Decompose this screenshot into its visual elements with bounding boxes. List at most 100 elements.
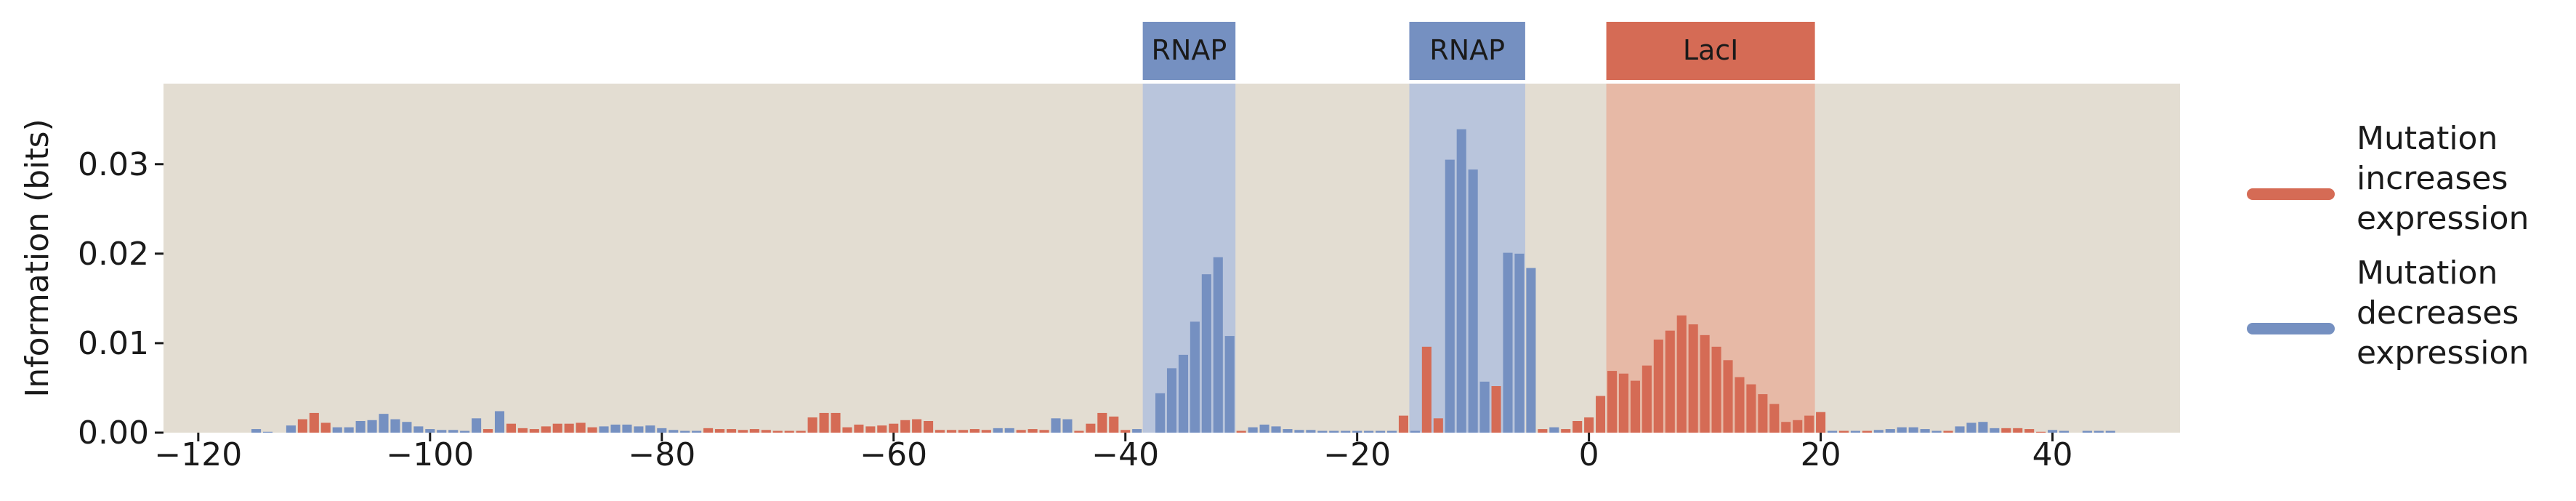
bar-decrease--35: [1178, 354, 1188, 433]
bar-increase--54: [958, 430, 968, 433]
bar-increase--92: [517, 428, 528, 433]
axes: −120 −100 −80 −60 −40 −20 0 20 40 0.00 0.01 0.02 0.0…: [78, 146, 2073, 473]
bar-decrease--27: [1271, 426, 1281, 433]
bar-decrease--46: [1051, 418, 1061, 433]
bar-decrease-30: [1931, 430, 1942, 433]
bar-increase--61: [877, 425, 887, 433]
region-label-rnap-0: RNAP: [1152, 34, 1227, 66]
bar-decrease--45: [1062, 419, 1073, 433]
bar-decrease--9: [1479, 381, 1490, 433]
bar-decrease--10: [1468, 169, 1478, 433]
x-tick-label--80: −80: [628, 436, 695, 473]
bar-increase--75: [714, 429, 725, 433]
bar-decrease--18: [1376, 430, 1386, 433]
bar-decrease--17: [1386, 430, 1397, 433]
bar-increase-0: [1584, 417, 1594, 433]
bar-decrease--79: [669, 430, 679, 433]
bar-increase-11: [1711, 346, 1721, 433]
bar-decrease-43: [2082, 430, 2092, 433]
bar-increase--63: [854, 424, 864, 433]
bar-increase-13: [1735, 377, 1745, 433]
bar-increase-3: [1618, 373, 1629, 433]
bar-increase--40: [1121, 430, 1131, 433]
region-header-rnap-0: [1142, 22, 1236, 80]
bar-decrease--98: [448, 430, 459, 433]
bar-decrease-26: [1885, 429, 1895, 433]
bar-increase-16: [1769, 404, 1780, 433]
bar-decrease--39: [1132, 429, 1142, 433]
bar-decrease--50: [1004, 428, 1014, 433]
bar-decrease-23: [1850, 430, 1860, 433]
bar-decrease--114: [262, 431, 273, 433]
x-tick-label-0: 0: [1579, 436, 1599, 473]
bar-decrease--37: [1155, 393, 1166, 433]
bar-decrease--20: [1352, 430, 1362, 433]
bar-increase-37: [2013, 428, 2023, 433]
bar-decrease-33: [1966, 422, 1977, 433]
bar-increase--90: [541, 426, 551, 433]
bar-decrease--106: [355, 421, 366, 433]
bar-increase-4: [1630, 380, 1640, 433]
bar-decrease--82: [634, 426, 644, 433]
bar-increase-36: [2001, 428, 2011, 433]
bar-decrease--108: [332, 427, 342, 433]
bar-decrease--104: [379, 414, 389, 433]
bar-increase-22: [1838, 430, 1849, 433]
bar-decrease-44: [2093, 430, 2104, 433]
bar-increase--109: [320, 422, 331, 433]
bar-decrease--29: [1248, 427, 1258, 433]
bar-increase--52: [981, 430, 991, 433]
bar-increase--1: [1572, 421, 1583, 433]
bar-increase-18: [1793, 420, 1803, 433]
bar-increase--49: [1016, 430, 1026, 433]
bar-increase-12: [1723, 360, 1733, 433]
bar-decrease--5: [1526, 268, 1536, 433]
bar-decrease--115: [251, 429, 262, 433]
legend-label-0-2: expression: [2357, 200, 2529, 237]
bar-increase--58: [912, 419, 922, 433]
bar-increase-31: [1943, 430, 1953, 433]
bar-increase-19: [1804, 415, 1814, 433]
bar-decrease--31: [1224, 336, 1235, 433]
y-axis-title: Information (bits): [19, 119, 56, 397]
bar-increase--69: [784, 430, 794, 433]
bar-decrease--101: [413, 426, 424, 433]
bar-decrease--12: [1445, 159, 1455, 433]
bars: [251, 129, 2115, 433]
bar-decrease--85: [599, 426, 609, 433]
bar-increase--68: [796, 430, 806, 433]
bar-decrease--25: [1294, 430, 1304, 433]
bar-increase--70: [772, 430, 783, 433]
bar-decrease-34: [1978, 422, 1988, 433]
bar-decrease--11: [1456, 129, 1466, 433]
bar-decrease-35: [1990, 428, 2000, 433]
bar-decrease-45: [2105, 430, 2115, 433]
bar-decrease--6: [1514, 253, 1525, 433]
bar-increase-1: [1596, 396, 1606, 433]
bar-increase--74: [726, 429, 737, 433]
bar-decrease--99: [437, 430, 447, 433]
legend-label-0-1: increases: [2357, 160, 2508, 197]
bar-decrease-29: [1920, 429, 1930, 433]
bar-decrease--15: [1410, 430, 1420, 433]
bar-decrease--102: [402, 422, 412, 433]
bar-decrease--51: [993, 428, 1003, 433]
x-tick-label--40: −40: [1091, 436, 1159, 473]
bar-increase--59: [900, 420, 911, 433]
bar-decrease--32: [1213, 257, 1223, 433]
legend-label-1-1: decreases: [2357, 294, 2519, 332]
x-tick-label--20: −20: [1323, 436, 1391, 473]
bar-decrease--33: [1201, 274, 1211, 433]
y-tick-label-0.02: 0.02: [78, 236, 149, 273]
bar-increase--55: [946, 430, 957, 433]
bar-increase--16: [1398, 415, 1409, 433]
bar-decrease--78: [680, 430, 690, 433]
bar-increase--44: [1074, 430, 1084, 433]
region-label-rnap-1: RNAP: [1429, 34, 1505, 66]
bar-increase--89: [552, 423, 562, 433]
binding-regions: RNAP RNAP LacI: [1142, 22, 1815, 433]
x-tick-label--120: −120: [154, 436, 242, 473]
x-tick-label--100: −100: [386, 436, 474, 473]
bar-increase-17: [1781, 422, 1791, 433]
bar-decrease-40: [2048, 430, 2058, 433]
